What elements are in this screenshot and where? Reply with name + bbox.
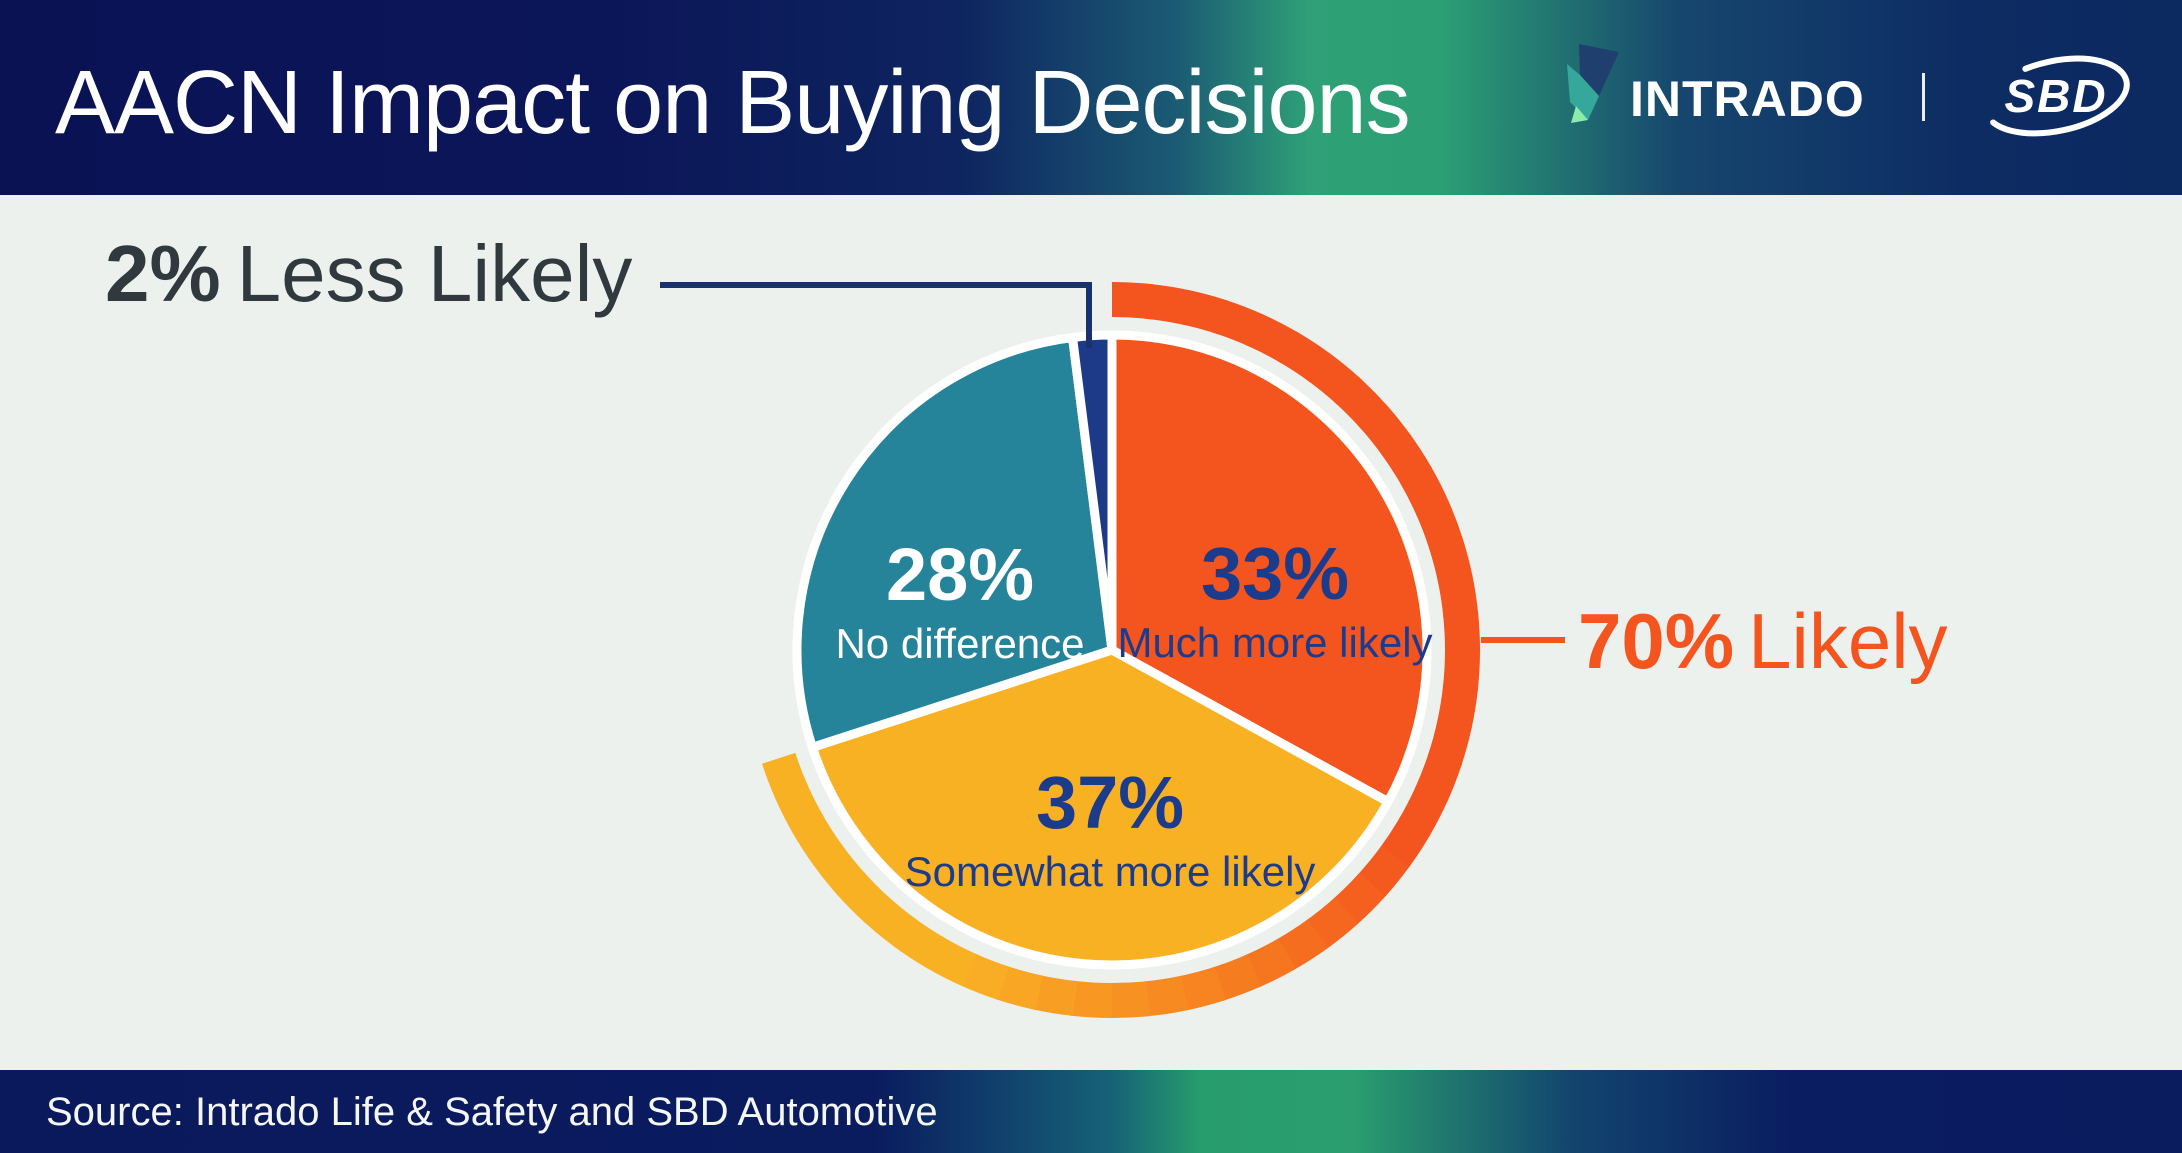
sbd-wordmark: SBD	[2004, 70, 2107, 122]
likely-arc-segment	[1212, 954, 1262, 1001]
likely-arc-segment	[762, 752, 808, 800]
likely-arc-segment	[1178, 966, 1226, 1011]
header-bar	[0, 0, 2182, 195]
likely-arc-segment	[1146, 284, 1192, 325]
sbd-swoosh-icon	[1982, 55, 2130, 137]
callout-less-likely-value: 2%	[105, 229, 221, 318]
callout-likely: 70% Likely	[1578, 598, 1948, 684]
less-likely-connector-vertical	[1086, 282, 1092, 348]
footer-bar	[0, 1070, 2182, 1153]
pie-slice-somewhat-more-likely	[807, 645, 1393, 970]
likely-arc-segment	[1442, 650, 1480, 692]
source-text: Source: Intrado Life & Safety and SBD Au…	[46, 1090, 938, 1134]
brand-separator-line	[1922, 73, 1925, 121]
likely-arc-segment	[1181, 290, 1229, 335]
callout-less-likely: 2% Less Likely	[105, 228, 632, 320]
callout-less-likely-label: Less Likely	[236, 229, 633, 318]
intrado-logo-icon	[1567, 44, 1619, 123]
intrado-wordmark: INTRADO	[1630, 71, 1865, 127]
likely-arc-segment	[774, 782, 824, 834]
likely-arc-segment	[1428, 536, 1473, 584]
page-title: AACN Impact on Buying Decisions	[55, 53, 1411, 153]
likely-arc-segment	[1416, 500, 1463, 550]
likely-arc-segment	[1437, 684, 1478, 730]
likely-arc-segment	[995, 965, 1043, 1010]
likely-arc-segment	[1032, 975, 1078, 1016]
likely-arc-segment	[1112, 282, 1154, 320]
pie-slice-much-more-likely	[1107, 330, 1432, 807]
likely-arc-segment	[1427, 719, 1472, 767]
likely-connector-line	[1481, 637, 1565, 643]
callout-likely-label: Likely	[1748, 597, 1948, 685]
likely-arc-segment	[1443, 611, 1480, 654]
likely-arc-segment	[1108, 981, 1151, 1018]
pie-slice-less-likely	[1068, 330, 1117, 655]
likely-arc-segment	[1244, 938, 1296, 988]
pie-slice-no-difference	[792, 332, 1117, 752]
less-likely-connector-horizontal	[660, 282, 1090, 288]
callout-likely-value: 70%	[1578, 597, 1735, 685]
likely-arc-segment	[1143, 975, 1189, 1017]
likely-arc-segment	[1437, 573, 1479, 619]
likely-arc-segment	[1070, 980, 1112, 1018]
sbd-logo: SBD	[1982, 55, 2130, 137]
likely-arc-segment	[1400, 466, 1450, 518]
